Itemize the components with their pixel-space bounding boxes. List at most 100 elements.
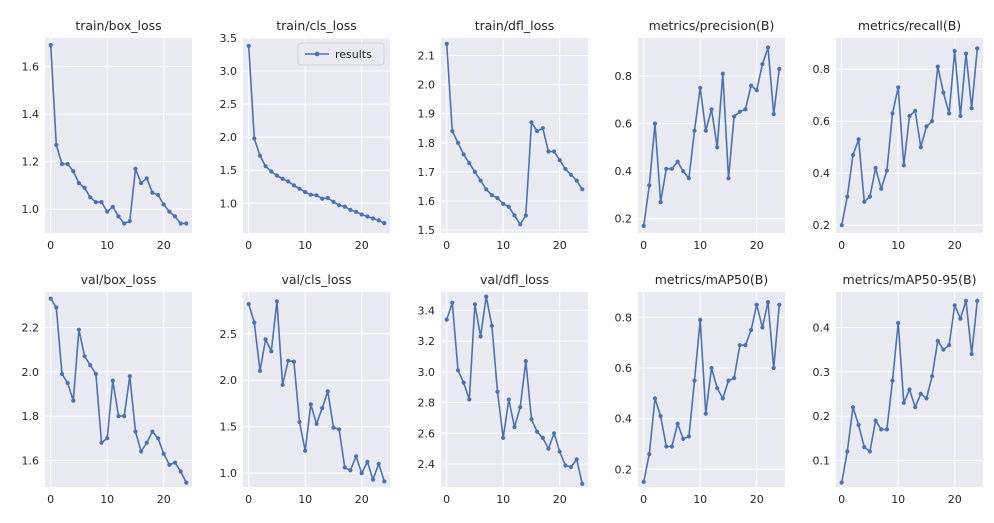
data-point — [839, 223, 844, 228]
data-point — [274, 173, 279, 178]
y-tick-label: 2.0 — [418, 79, 436, 92]
data-point — [715, 145, 720, 150]
data-point — [54, 142, 59, 148]
data-point — [907, 113, 912, 119]
data-point — [845, 194, 850, 199]
y-tick-label: 0.3 — [813, 366, 831, 379]
y-tick-label: 2.0 — [22, 366, 40, 379]
panel-title: train/box_loss — [75, 18, 161, 33]
data-point — [574, 457, 579, 462]
data-point — [969, 106, 974, 111]
data-point — [274, 299, 279, 304]
data-point — [506, 204, 511, 209]
y-tick-label: 1.0 — [22, 203, 40, 216]
data-point — [59, 161, 65, 167]
data-point — [144, 440, 149, 445]
data-point — [686, 434, 692, 439]
data-point — [455, 140, 461, 145]
data-point — [862, 199, 867, 204]
data-point — [116, 414, 121, 419]
data-point — [76, 181, 81, 186]
data-point — [658, 200, 663, 205]
data-point — [472, 302, 477, 307]
y-tick-label: 1.0 — [220, 467, 238, 480]
panel-title: val/cls_loss — [282, 272, 352, 287]
data-point — [529, 417, 534, 422]
y-tick-label: 0.4 — [813, 321, 831, 334]
data-point — [669, 166, 675, 171]
grid — [441, 292, 588, 487]
data-point — [246, 43, 251, 49]
x-tick-label: 20 — [355, 493, 369, 506]
data-point — [303, 189, 308, 195]
data-point — [557, 158, 562, 163]
data-point — [484, 187, 489, 192]
chart-panel: train/box_loss 0 10 20 1.0 1.2 1.4 1.6 — [22, 18, 192, 252]
legend-box — [297, 42, 385, 66]
data-point — [308, 402, 313, 407]
data-point — [856, 422, 861, 428]
data-point — [568, 464, 574, 470]
data-point — [675, 421, 680, 426]
data-point — [540, 435, 545, 440]
data-point — [879, 427, 884, 432]
data-point — [110, 378, 115, 383]
chart-panel: train/dfl_loss 0 10 20 1.5 1.6 1.7 1.8 1.9 2.0 2.1 — [418, 18, 588, 252]
data-point — [331, 425, 336, 430]
data-point — [935, 64, 940, 69]
data-point — [963, 298, 969, 303]
data-point — [726, 176, 731, 181]
x-tick-label: 20 — [355, 239, 369, 252]
data-point — [314, 421, 319, 426]
y-tick-label: 2.0 — [220, 374, 238, 387]
x-tick-label: 10 — [100, 239, 114, 252]
x-tick-label: 10 — [298, 493, 312, 506]
x-tick-label: 20 — [157, 493, 171, 506]
data-point — [839, 480, 844, 485]
y-tick-label: 1.6 — [22, 454, 40, 467]
grid — [45, 38, 192, 233]
y-tick-label: 2.5 — [220, 98, 238, 111]
data-point — [568, 172, 574, 177]
data-point — [110, 204, 115, 209]
data-point — [743, 343, 748, 348]
y-tick-label: 0.1 — [813, 454, 831, 467]
data-point — [652, 121, 658, 126]
data-point — [65, 161, 70, 167]
data-point — [647, 452, 652, 457]
data-point — [754, 302, 759, 307]
data-point — [133, 429, 138, 434]
x-tick-label: 0 — [443, 239, 450, 252]
x-tick-label: 20 — [948, 493, 962, 506]
panel-title: metrics/precision(B) — [649, 18, 775, 33]
data-point — [54, 305, 59, 310]
data-point — [184, 221, 189, 226]
data-point — [172, 460, 178, 465]
data-point — [641, 223, 646, 228]
data-point — [907, 387, 912, 392]
data-point — [879, 186, 884, 191]
plot-area — [45, 38, 192, 233]
data-point — [444, 41, 449, 46]
data-point — [873, 165, 878, 171]
grid — [836, 292, 983, 487]
y-tick-label: 0.6 — [813, 115, 831, 128]
grid — [441, 38, 588, 233]
data-point — [896, 320, 901, 326]
data-point — [901, 163, 906, 168]
y-tick-label: 0.2 — [615, 463, 633, 476]
data-point — [495, 389, 500, 394]
data-point — [540, 126, 545, 131]
data-point — [896, 85, 901, 90]
data-point — [489, 193, 494, 198]
data-point — [337, 427, 342, 432]
chart-panel: metrics/precision(B) 0 10 20 0.2 0.4 0.6 0.8 — [615, 18, 785, 252]
chart-panel: metrics/recall(B) 0 10 20 0.2 0.4 0.6 0.8 — [813, 18, 983, 252]
data-point — [765, 300, 771, 305]
data-point — [139, 181, 144, 186]
data-point — [969, 351, 974, 357]
x-tick-label: 0 — [245, 493, 252, 506]
data-point — [156, 436, 161, 441]
data-point — [150, 429, 155, 434]
y-tick-label: 0.6 — [615, 118, 633, 131]
